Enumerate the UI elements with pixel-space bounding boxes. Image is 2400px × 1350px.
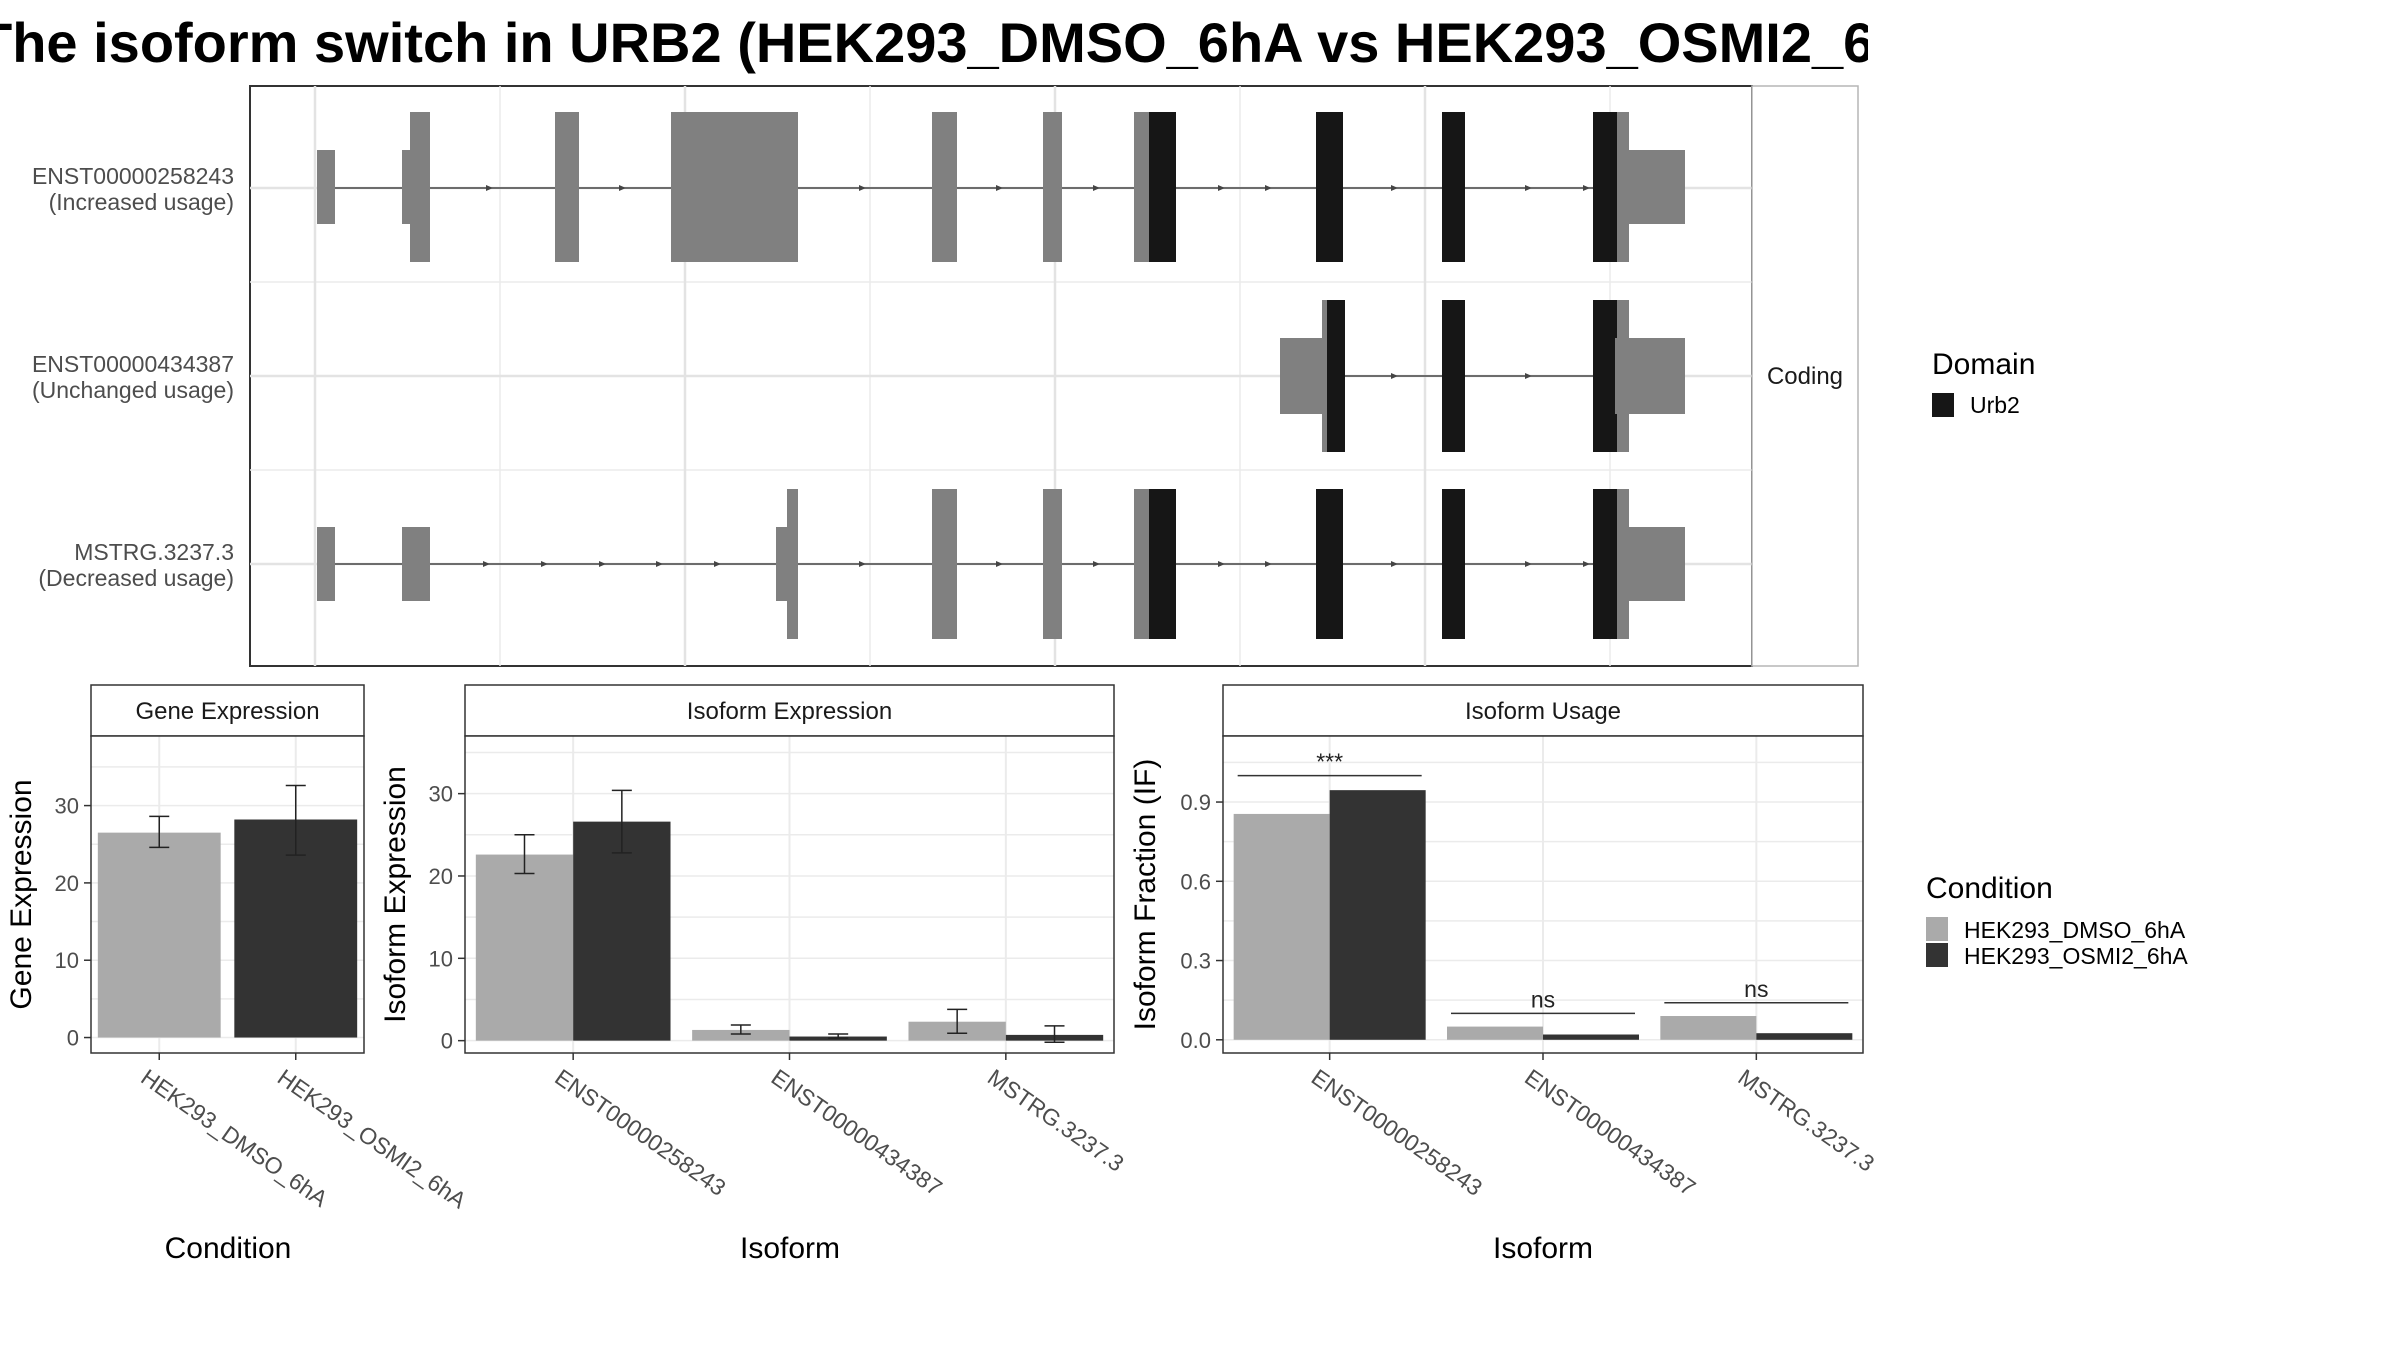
y-tick-label: 10 (429, 946, 453, 971)
significance-label: ns (1744, 976, 1768, 1002)
y-axis-title: Gene Expression (5, 779, 38, 1009)
panel-strip-label: Isoform Usage (1465, 698, 1621, 725)
y-tick-label: 0.3 (1180, 949, 1211, 974)
transcript-model-3 (317, 489, 1685, 639)
bar-hek293_osmi2_6ha (234, 819, 358, 1038)
y-tick-label: 10 (55, 948, 79, 973)
panel-strip-label: Isoform Expression (687, 698, 892, 725)
transcript-usage-2: (Unchanged usage) (32, 377, 234, 403)
bar-series1-cat2 (1756, 1033, 1853, 1040)
y-tick-label: 30 (429, 782, 453, 807)
isoform-expression-panel: Isoform Expression 0 10 20 30 ENST00000258243… (379, 684, 1129, 1265)
y-tick-label: 0.6 (1180, 869, 1211, 894)
coding-strip (1751, 85, 1859, 667)
y-tick-label: 0 (441, 1029, 453, 1054)
bar-series1-cat1 (1543, 1034, 1639, 1040)
bar-series0-cat0 (475, 854, 574, 1041)
y-tick-label: 20 (429, 864, 453, 889)
condition-legend: Condition HEK293_DMSO_6hA HEK293_OSMI2_6… (1926, 872, 2188, 969)
panel-strip (1222, 684, 1864, 737)
domain-legend-title: Domain (1932, 348, 2035, 381)
transcript-labels: ENST00000258243 (Increased usage) ENST00… (32, 163, 234, 591)
figure-title: The isoform switch in URB2 (HEK293_DMSO_… (0, 11, 1868, 74)
condition-legend-swatch-osmi (1926, 943, 1948, 967)
transcript-usage-1: (Increased usage) (49, 189, 234, 215)
bar-series0-cat0 (1233, 813, 1330, 1040)
transcript-panel: Coding (249, 85, 1859, 667)
bar-series1-cat0 (1329, 790, 1426, 1040)
condition-legend-label-dmso: HEK293_DMSO_6hA (1964, 917, 2186, 943)
bar-hek293_dmso_6ha (97, 832, 221, 1038)
transcript-usage-3: (Decreased usage) (38, 565, 234, 591)
panel-border (90, 735, 365, 1054)
bar-series0-cat1 (1447, 1026, 1543, 1040)
panel-strip (464, 684, 1115, 737)
x-axis-title: Condition (165, 1232, 292, 1265)
condition-legend-swatch-dmso (1926, 917, 1948, 941)
domain-legend-label: Urb2 (1970, 392, 2020, 418)
coding-strip-label: Coding (1767, 363, 1843, 390)
condition-legend-title: Condition (1926, 872, 2053, 905)
transcript-id-2: ENST00000434387 (32, 351, 234, 377)
x-tick-label: ENST00000434387 (767, 1064, 947, 1201)
x-tick-label: MSTRG.3237.3 (1733, 1064, 1879, 1177)
y-axis-title: Isoform Fraction (IF) (1129, 759, 1162, 1031)
x-axis-title: Isoform (1493, 1232, 1593, 1265)
condition-legend-label-osmi: HEK293_OSMI2_6hA (1964, 943, 2188, 969)
x-axis-title: Isoform (740, 1232, 840, 1265)
domain-legend-swatch (1932, 393, 1954, 417)
panel-strip-label: Gene Expression (135, 698, 319, 725)
bar-series1-cat0 (573, 821, 671, 1041)
transcript-model-2 (1280, 300, 1685, 452)
x-tick-label: ENST00000258243 (1307, 1064, 1487, 1201)
x-tick-label: MSTRG.3237.3 (983, 1064, 1129, 1177)
x-tick-label: ENST00000258243 (550, 1064, 730, 1201)
y-axis-title: Isoform Expression (379, 766, 412, 1023)
panel-strip (90, 684, 365, 737)
y-tick-label: 30 (55, 794, 79, 819)
bar-series0-cat2 (1660, 1016, 1757, 1040)
y-tick-label: 0.9 (1180, 790, 1211, 815)
y-tick-label: 20 (55, 871, 79, 896)
transcript-id-1: ENST00000258243 (32, 163, 234, 189)
transcript-id-3: MSTRG.3237.3 (74, 539, 234, 565)
y-tick-label: 0 (67, 1026, 79, 1051)
x-tick-label: ENST00000434387 (1520, 1064, 1700, 1201)
bar-series0-cat1 (692, 1029, 790, 1041)
significance-label: *** (1316, 749, 1343, 775)
transcript-model-1 (317, 112, 1685, 262)
significance-label: ns (1531, 986, 1555, 1012)
y-tick-label: 0.0 (1180, 1028, 1211, 1053)
domain-legend: Domain Urb2 (1932, 348, 2035, 418)
isoform-usage-panel: Isoform Usage *** ns ns 0.0 0.3 0.6 0.9 ENST0000… (1129, 684, 1879, 1265)
